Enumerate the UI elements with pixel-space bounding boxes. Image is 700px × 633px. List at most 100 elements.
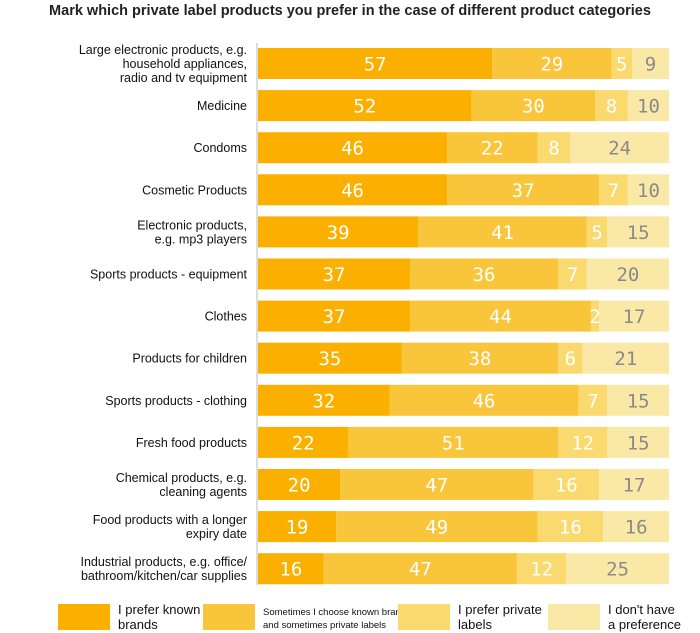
bar-row: 52 30 8 10 <box>258 90 669 122</box>
bar-row: 32 46 7 15 <box>258 384 669 416</box>
data-label: 41 <box>491 222 514 244</box>
bar-segment-series-3 <box>537 511 604 543</box>
bar-segment-series-1 <box>258 553 324 585</box>
data-label: 8 <box>606 96 617 118</box>
bar-row: 39 41 5 15 <box>258 216 669 248</box>
bar-row: 46 22 8 24 <box>258 132 669 164</box>
bar-segment-series-4 <box>599 469 669 500</box>
bar-segment-series-4 <box>607 384 669 416</box>
category-label: Fresh food products <box>136 436 247 450</box>
legend-label: I prefer private labels <box>458 602 542 632</box>
bar-segment-series-3 <box>558 258 587 290</box>
bar-segment-series-4 <box>599 300 669 332</box>
bar-row: 22 51 12 15 <box>258 426 669 458</box>
data-label: 19 <box>286 517 309 539</box>
category-label: Chemical products, e.g. cleaning agents <box>116 471 247 499</box>
bar-segment-series-2 <box>471 90 596 122</box>
bar-segment-series-3 <box>516 553 567 585</box>
data-label: 36 <box>473 264 496 286</box>
bar-segment-series-3 <box>586 216 608 248</box>
bar-row: 46 37 7 10 <box>258 174 669 206</box>
bar-segment-series-4 <box>582 342 669 374</box>
data-label: 38 <box>468 348 491 370</box>
bar-segment-series-1 <box>258 48 493 79</box>
data-label: 15 <box>627 432 650 454</box>
data-label: 51 <box>442 432 465 454</box>
data-label: 52 <box>353 96 376 118</box>
data-label: 7 <box>587 390 598 412</box>
bar-segment-series-4 <box>586 258 669 290</box>
data-label: 16 <box>559 517 582 539</box>
data-label: 9 <box>645 54 656 76</box>
data-label: 16 <box>279 559 302 581</box>
data-label: 30 <box>522 96 545 118</box>
bar-segment-series-4 <box>603 511 669 543</box>
bar-segment-series-1 <box>258 258 411 290</box>
bar-segment-series-1 <box>258 300 411 332</box>
category-label: Industrial products, e.g. office/bathroo… <box>80 555 247 583</box>
legend-swatch <box>58 604 110 630</box>
data-label: 6 <box>565 348 576 370</box>
bar-segment-series-3 <box>590 300 600 332</box>
bar-segment-series-1 <box>258 426 349 458</box>
bar-segment-series-2 <box>389 384 579 416</box>
bar-segment-series-3 <box>537 132 571 164</box>
data-label: 20 <box>288 475 311 497</box>
bar-segment-series-4 <box>632 48 669 79</box>
bar-row: 16 47 12 25 <box>258 553 669 585</box>
data-label: 20 <box>616 264 639 286</box>
category-label: Condoms <box>194 141 248 155</box>
legend-label: Sometimes I choose known brands and somet… <box>263 607 411 631</box>
bar-segment-series-2 <box>418 216 587 248</box>
data-label: 21 <box>614 348 637 370</box>
bar-segment-series-2 <box>401 342 559 374</box>
data-label: 37 <box>323 264 346 286</box>
bar-segment-series-2 <box>447 174 600 206</box>
data-label: 17 <box>623 306 646 328</box>
data-label: 44 <box>489 306 512 328</box>
data-label: 47 <box>409 559 432 581</box>
bar-segment-series-1 <box>258 174 448 206</box>
data-label: 17 <box>623 475 646 497</box>
bar-segment-series-4 <box>607 426 669 458</box>
bar-segment-series-4 <box>627 90 669 122</box>
bar-segment-series-4 <box>607 216 669 248</box>
data-label: 46 <box>341 138 364 160</box>
category-label: Large electronic products, e.g. household… <box>79 43 248 85</box>
bar-segment-series-4 <box>570 132 669 164</box>
category-label: Products for children <box>132 352 247 366</box>
data-label: 46 <box>473 390 496 412</box>
bar-segment-series-4 <box>566 553 669 585</box>
bar-row: 19 49 16 16 <box>258 511 669 543</box>
data-label: 7 <box>567 264 578 286</box>
bar-segment-series-1 <box>258 132 448 164</box>
data-label: 15 <box>627 222 650 244</box>
bar-segment-series-1 <box>258 216 419 248</box>
data-label: 32 <box>312 390 335 412</box>
bar-segment-series-4 <box>627 174 669 206</box>
data-label: 12 <box>571 432 594 454</box>
data-label: 46 <box>341 180 364 202</box>
chart-title: Mark which private label products you pr… <box>49 3 651 19</box>
data-label: 5 <box>616 54 627 76</box>
bar-segment-series-3 <box>533 469 600 500</box>
bar-row: 37 44 2 17 <box>258 300 669 332</box>
bar-segment-series-1 <box>258 384 390 416</box>
category-label: Cosmetic Products <box>142 183 247 197</box>
data-label: 29 <box>540 54 563 76</box>
data-label: 10 <box>637 180 660 202</box>
data-label: 37 <box>512 180 535 202</box>
bar-segment-series-2 <box>323 553 517 585</box>
legend-swatch <box>398 604 450 630</box>
bar-segment-series-2 <box>336 511 538 543</box>
bar-segment-series-2 <box>492 48 612 79</box>
bar-segment-series-3 <box>558 426 608 458</box>
category-label: Clothes <box>205 310 247 324</box>
bar-segment-series-3 <box>611 48 633 79</box>
data-label: 39 <box>327 222 350 244</box>
data-label: 10 <box>637 96 660 118</box>
bar-row: 35 38 6 21 <box>258 342 669 374</box>
data-label: 47 <box>425 475 448 497</box>
